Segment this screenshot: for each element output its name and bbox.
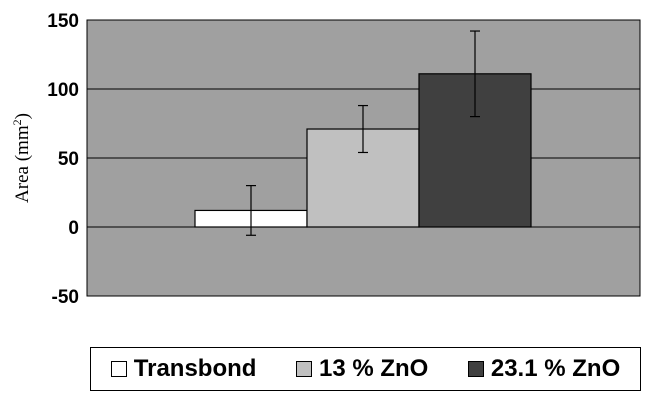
legend-swatch-23-1-zno: [467, 361, 484, 377]
y-axis-title-superscript: 2: [10, 119, 24, 125]
legend-item-23-1-zno: 23.1 % ZnO: [467, 355, 621, 383]
legend-swatch-transbond: [110, 361, 127, 377]
error-bars: [246, 30, 480, 236]
y-tick-label: 150: [47, 11, 79, 32]
legend: Transbond 13 % ZnO 23.1 % ZnO: [90, 347, 641, 391]
y-tick-labels: -50 0 50 100 150: [47, 11, 79, 308]
bars: [194, 73, 532, 228]
y-tick-label: 0: [68, 218, 79, 239]
legend-label-transbond: Transbond: [133, 355, 257, 382]
y-tick-label: 100: [47, 80, 79, 101]
legend-item-transbond: Transbond: [110, 355, 257, 383]
y-axis-title: Area (mm2): [10, 113, 33, 203]
legend-swatch-13-zno: [295, 361, 312, 377]
legend-label-23-1-zno: 23.1 % ZnO: [490, 355, 621, 382]
legend-item-13-zno: 13 % ZnO: [295, 355, 429, 383]
y-tick-label: 50: [58, 149, 79, 170]
legend-label-13-zno: 13 % ZnO: [318, 355, 429, 382]
y-tick-label: -50: [52, 287, 79, 308]
